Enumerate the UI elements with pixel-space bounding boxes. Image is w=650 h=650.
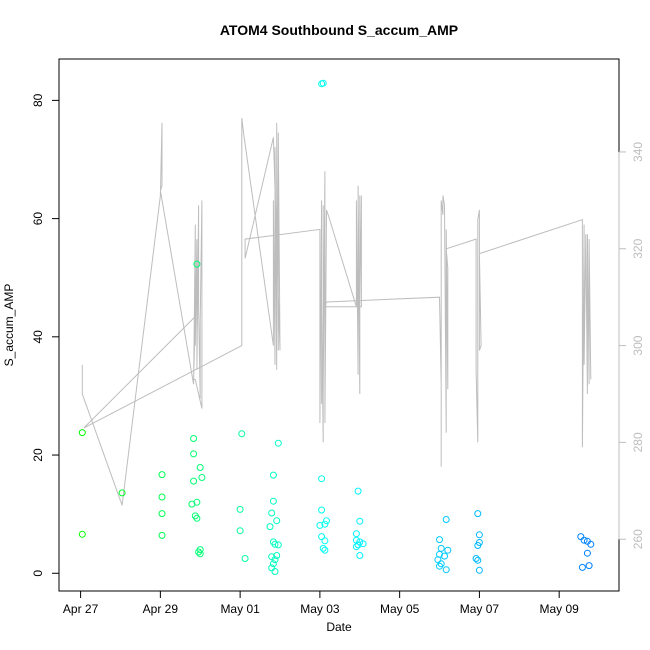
- data-point: [442, 516, 450, 523]
- series-points: [78, 79, 595, 575]
- y-tick-label-left: 20: [31, 448, 45, 462]
- y-tick-label-left: 60: [31, 212, 45, 226]
- chart-title: ATOM4 Southbound S_accum_AMP: [220, 22, 458, 38]
- y-tick-label-left: 40: [31, 330, 45, 344]
- data-point: [269, 560, 277, 568]
- x-tick-label: May 01: [220, 602, 260, 616]
- data-point: [356, 552, 364, 559]
- x-tick-label: May 07: [460, 602, 500, 616]
- data-point: [587, 540, 595, 548]
- data-point: [474, 556, 482, 564]
- y-tick-label-right: 300: [631, 335, 645, 355]
- data-point: [436, 536, 443, 544]
- data-point: [158, 531, 166, 539]
- data-point: [583, 549, 591, 557]
- data-point: [158, 471, 166, 479]
- data-point: [580, 536, 588, 544]
- data-point: [444, 546, 452, 554]
- data-point: [352, 543, 360, 551]
- x-tick-label: Apr 29: [143, 602, 179, 616]
- data-point: [269, 471, 277, 479]
- data-point: [273, 517, 281, 525]
- x-tick-label: May 09: [539, 602, 579, 616]
- data-point: [236, 505, 244, 513]
- data-point: [268, 509, 276, 517]
- y-axis-label: S_accum_AMP: [2, 284, 16, 367]
- data-point: [354, 487, 362, 495]
- data-point: [241, 555, 249, 562]
- x-axis: Apr 27 Apr 29 May 01 May 03 May 05 May 07 May …: [63, 590, 579, 616]
- data-point: [193, 498, 201, 506]
- y-tick-label-right: 320: [631, 238, 645, 258]
- data-point: [78, 429, 86, 437]
- data-point: [323, 517, 330, 525]
- data-point: [271, 540, 279, 548]
- data-point: [274, 439, 282, 447]
- data-point: [442, 566, 450, 574]
- data-point: [321, 520, 329, 528]
- data-point: [474, 542, 482, 549]
- data-point: [359, 540, 367, 548]
- data-point: [273, 552, 281, 559]
- data-point: [158, 493, 166, 501]
- data-point: [585, 562, 593, 570]
- data-point: [352, 530, 360, 538]
- series-line-path: [81, 118, 592, 506]
- plot-frame: [58, 58, 620, 592]
- data-point: [158, 510, 166, 518]
- data-point: [266, 523, 274, 531]
- data-point: [190, 435, 198, 442]
- x-axis-label: Date: [326, 620, 352, 634]
- data-point: [441, 552, 448, 560]
- data-point: [238, 430, 246, 438]
- x-tick-label: Apr 27: [63, 602, 99, 616]
- data-point: [319, 544, 327, 552]
- data-point: [193, 514, 201, 522]
- data-point: [196, 464, 204, 471]
- data-point: [356, 517, 364, 525]
- data-point: [321, 546, 329, 554]
- data-point: [578, 563, 586, 571]
- data-point: [193, 260, 201, 268]
- data-point: [318, 475, 326, 483]
- data-point: [78, 530, 86, 538]
- data-point: [434, 556, 442, 564]
- x-tick-label: May 03: [300, 602, 340, 616]
- data-point: [472, 555, 480, 562]
- data-point: [236, 527, 244, 535]
- data-point: [319, 79, 327, 87]
- data-point: [354, 541, 362, 549]
- data-point: [196, 550, 204, 558]
- y-tick-label-right: 260: [631, 529, 645, 549]
- data-point: [190, 477, 198, 485]
- y-tick-label-left: 80: [31, 93, 45, 107]
- data-point: [198, 474, 206, 481]
- data-point: [577, 533, 585, 541]
- data-point: [475, 531, 483, 539]
- data-point: [118, 489, 126, 497]
- y-axis-right: 260 280 300 320 340: [618, 142, 645, 549]
- data-point: [321, 537, 329, 545]
- y-tick-label-right: 280: [631, 432, 645, 452]
- data-point: [195, 548, 203, 556]
- data-point: [474, 510, 482, 518]
- data-point: [475, 566, 483, 574]
- data-point: [318, 533, 326, 541]
- x-tick-label: May 05: [380, 602, 420, 616]
- data-point: [316, 521, 324, 529]
- data-point: [437, 544, 445, 552]
- data-point: [436, 562, 443, 570]
- y-axis-left: 0 20 40 60 80: [31, 93, 60, 577]
- data-point: [274, 541, 282, 549]
- y-tick-label-right: 340: [631, 142, 645, 162]
- data-point: [269, 497, 277, 505]
- y-tick-label-left: 0: [31, 570, 45, 577]
- data-point: [190, 450, 198, 458]
- data-point: [271, 556, 279, 564]
- series-line: [81, 118, 592, 506]
- data-point: [271, 568, 279, 575]
- data-point: [318, 506, 326, 514]
